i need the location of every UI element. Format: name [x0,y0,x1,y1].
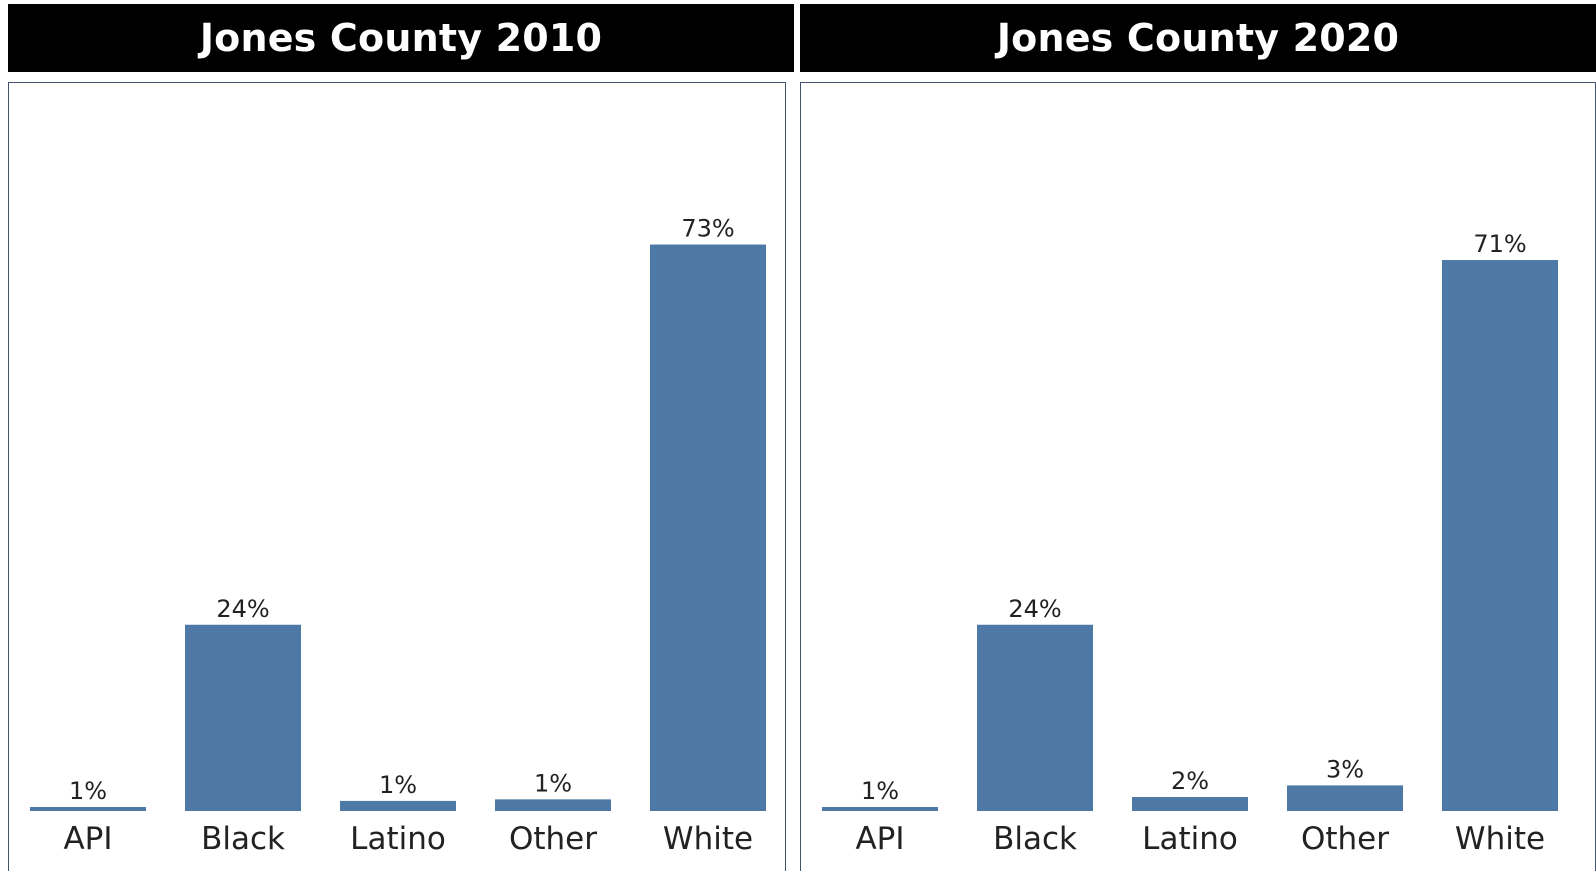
x-tick-label-api: API [855,821,904,857]
bar-black [185,624,301,811]
data-label-latino: 1% [379,771,417,799]
data-label-latino: 2% [1171,767,1209,795]
x-tick-label-other: Other [1301,821,1389,857]
plot-area: 1% API 24% Black 1% Latino 1% Other 73% White [8,82,786,871]
bar-chart: 1% API 24% Black 2% Latino 3% Other 71% White [822,230,1558,857]
data-label-other: 1% [534,769,572,797]
bar-white [1442,260,1558,811]
data-label-api: 1% [861,777,899,805]
x-tick-label-latino: Latino [350,821,446,857]
x-tick-label-latino: Latino [1142,821,1238,857]
data-label-white: 73% [681,215,734,243]
x-tick-label-other: Other [509,821,597,857]
x-tick-label-api: API [63,821,112,857]
data-label-black: 24% [1008,595,1061,623]
chart-title: Jones County 2010 [8,4,794,72]
bar-white [650,244,766,811]
chart-title: Jones County 2020 [800,4,1596,72]
bar-latino [1132,797,1248,811]
chart-panel-2020: Jones County 2020 1% API 24% Black 2% Latino 3… [800,0,1596,871]
x-tick-label-black: Black [993,821,1077,857]
x-tick-label-white: White [663,821,753,857]
bar-other [495,799,611,811]
data-label-white: 71% [1473,230,1526,258]
bar-other [1287,785,1403,811]
data-label-black: 24% [216,595,269,623]
bar-api [822,807,938,811]
bar-black [977,624,1093,811]
data-label-api: 1% [69,777,107,805]
bar-latino [340,800,456,811]
data-label-other: 3% [1326,755,1364,783]
plot-area: 1% API 24% Black 2% Latino 3% Other 71% White [800,82,1596,871]
x-tick-label-black: Black [201,821,285,857]
x-tick-label-white: White [1455,821,1545,857]
bar-chart: 1% API 24% Black 1% Latino 1% Other 73% White [30,215,766,857]
bar-api [30,807,146,811]
chart-panel-2010: Jones County 2010 1% API 24% Black 1% Latino 1… [8,0,794,871]
